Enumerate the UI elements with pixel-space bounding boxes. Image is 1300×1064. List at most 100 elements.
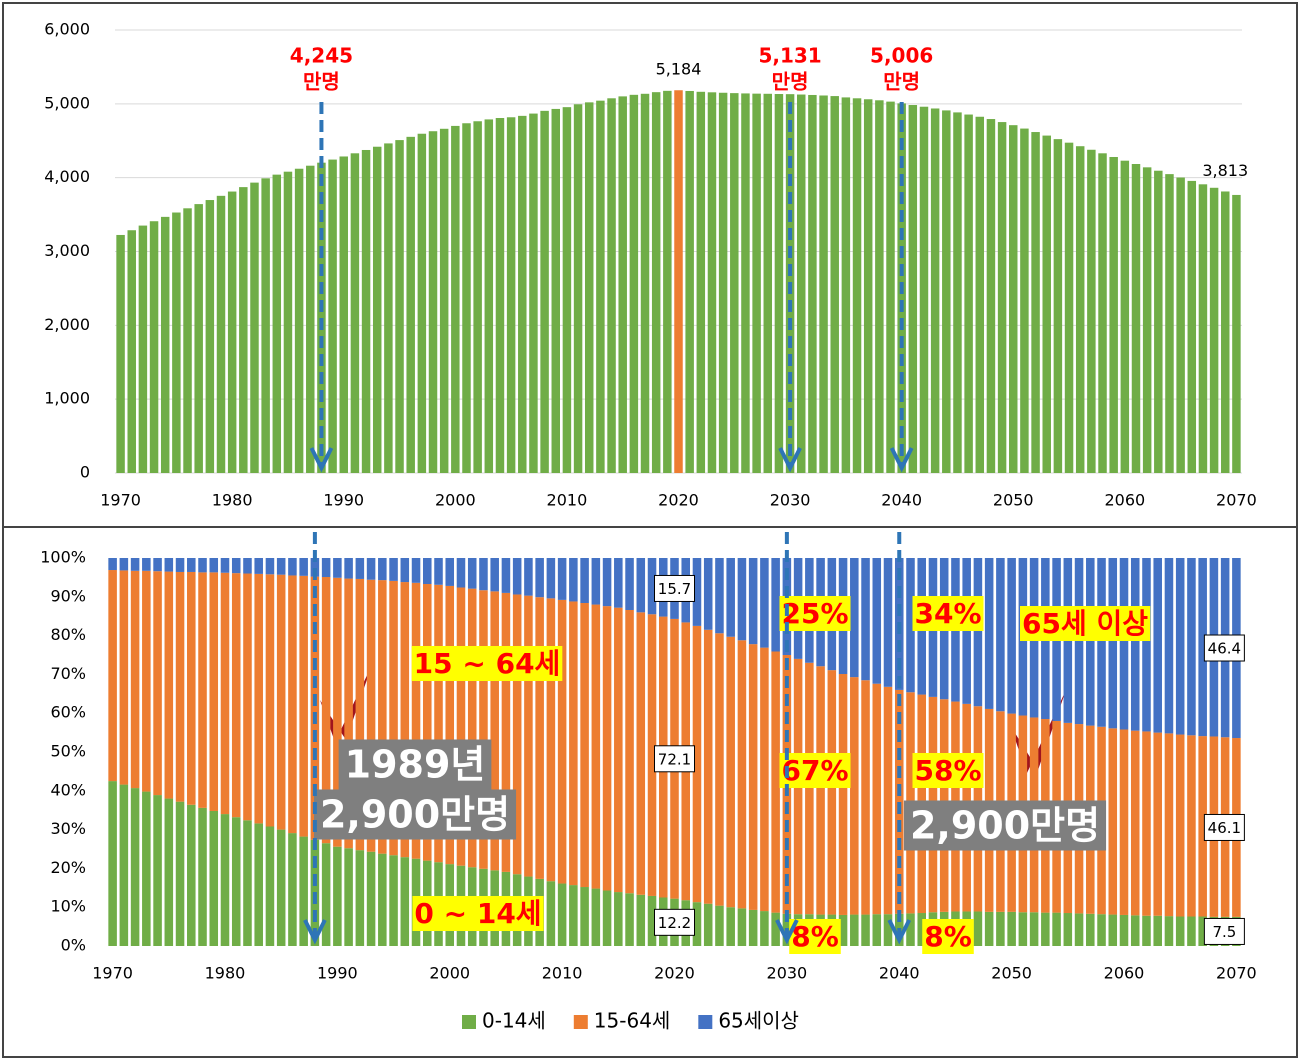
bar [1009, 125, 1018, 473]
bar-segment [1142, 558, 1151, 732]
bar [741, 93, 750, 473]
highlight [779, 753, 851, 788]
bar-segment [400, 857, 410, 946]
highlight [912, 753, 984, 788]
x-tick-label: 2050 [991, 964, 1032, 983]
annotation: 65세 이상 [1022, 607, 1148, 640]
bar [886, 101, 895, 473]
bar-segment [771, 651, 780, 913]
bar-segment [254, 558, 263, 574]
bar-segment [906, 558, 915, 693]
bar-segment [1086, 558, 1095, 726]
bar-segment [501, 558, 511, 593]
bar-segment [142, 558, 151, 571]
bar-segment [265, 558, 275, 575]
bar-segment [153, 795, 162, 946]
bar-segment [1142, 915, 1151, 946]
x-tick-label: 2030 [770, 491, 811, 510]
bar [439, 128, 449, 473]
bar [618, 96, 627, 474]
data-label-box [654, 908, 695, 936]
bar [495, 118, 505, 473]
bar-segment [254, 573, 263, 824]
bar-segment [602, 606, 612, 891]
x-tick-label: 2010 [547, 491, 588, 510]
bar [227, 191, 237, 473]
bar-segment [760, 647, 769, 912]
bar [1064, 142, 1074, 473]
bar-segment [715, 905, 724, 946]
bar-segment [1198, 736, 1207, 917]
bar-segment [894, 689, 904, 914]
bar-segment [344, 558, 353, 579]
bar-segment [614, 892, 623, 946]
x-tick-label: 1980 [205, 964, 246, 983]
bar-segment [108, 558, 117, 571]
bar [674, 90, 683, 474]
bar [138, 225, 148, 473]
x-tick-label: 1970 [100, 491, 141, 510]
bar-segment [1130, 915, 1140, 946]
x-tick-label: 2040 [879, 964, 920, 983]
bar-segment [220, 572, 230, 815]
legend-swatch [698, 1015, 713, 1029]
bar-segment [1119, 729, 1129, 915]
bar-segment [591, 604, 601, 889]
bar-segment [456, 558, 466, 588]
bar-segment [973, 558, 983, 707]
bar [1142, 167, 1152, 473]
bar [1087, 149, 1096, 473]
bar-segment [557, 599, 567, 884]
bar [1098, 153, 1107, 473]
bar-segment [366, 558, 376, 580]
bar [841, 97, 851, 473]
bar [964, 114, 973, 473]
bar-segment [1029, 912, 1039, 946]
bar-segment [355, 850, 365, 946]
bar-segment [838, 914, 848, 946]
bar [506, 117, 516, 473]
bar-segment [591, 888, 601, 946]
bar [384, 143, 393, 473]
bar-segment [760, 911, 769, 946]
bar-segment [1007, 558, 1016, 714]
bar-segment [850, 677, 859, 915]
bar-segment [580, 558, 589, 604]
bar-segment [467, 588, 477, 868]
bar-segment [1119, 558, 1129, 730]
bar-segment [692, 902, 702, 946]
bar-segment [254, 823, 263, 946]
bar-segment [310, 576, 320, 840]
y-tick-label: 40% [50, 780, 86, 799]
bar [160, 216, 170, 473]
x-tick-label: 2040 [881, 491, 922, 510]
bar-segment [366, 579, 376, 852]
bar-segment [1097, 558, 1106, 727]
annotation: 25% [781, 597, 848, 630]
check-mark [320, 665, 372, 742]
bar-segment [580, 887, 589, 946]
bar-segment [501, 592, 511, 872]
annotation: 15 ~ 64세 [414, 647, 561, 680]
bar-segment [546, 598, 556, 882]
bar-segment [231, 558, 241, 574]
highlight [1020, 606, 1151, 641]
bar-segment [726, 907, 735, 946]
bar-segment [1198, 916, 1207, 946]
bar [730, 93, 739, 473]
bar-segment [737, 558, 747, 641]
y-tick-label: 3,000 [44, 241, 90, 260]
bar-segment [614, 558, 623, 608]
y-tick-label: 50% [50, 742, 86, 761]
bar-segment [445, 585, 455, 865]
x-tick-label: 2000 [435, 491, 476, 510]
bar-segment [1108, 728, 1118, 915]
bar-segment [400, 582, 410, 858]
arrow-head [775, 919, 799, 945]
annotation: 만명 [883, 70, 920, 94]
annotation: 4,245 [290, 44, 353, 68]
arrow-head [303, 919, 327, 945]
bar-segment [861, 558, 870, 681]
bar-segment [524, 595, 533, 877]
legend-swatch [462, 1015, 476, 1029]
